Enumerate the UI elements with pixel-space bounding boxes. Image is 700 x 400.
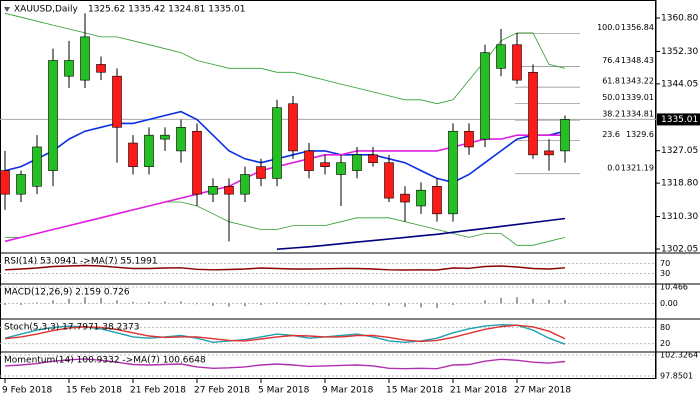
x-tick-label: 21 Feb 2018 (130, 386, 186, 396)
candle-body (0, 170, 10, 195)
ma-line (276, 217, 566, 250)
candle-body (336, 162, 346, 175)
fib-level: 100.0 (597, 23, 620, 32)
candle-body (400, 193, 410, 203)
fib-level: 23.6 (602, 130, 620, 139)
indicator-line (4, 358, 566, 370)
candle-body (320, 162, 330, 167)
ma-line (4, 110, 566, 184)
panel-tick-label: 97.8501 (660, 372, 693, 381)
current-price-box (657, 113, 700, 126)
candle-body (560, 119, 570, 152)
fib-level: 50.0 (602, 93, 620, 102)
y-tick-label: 1318.80 (661, 179, 698, 189)
candle-body (416, 189, 426, 207)
y-tick-label: 1360.80 (661, 14, 698, 24)
fib-value: 1339.01 (621, 93, 654, 102)
fib-value: 1343.22 (621, 77, 654, 86)
ma-line (4, 12, 566, 105)
panel-label: MACD(12,26,9) 2.159 0.726 (4, 288, 130, 298)
fib-level: 38.2 (602, 110, 620, 119)
candle-body (496, 44, 506, 69)
y-tick-label: 1302.05 (661, 245, 698, 255)
candle-body (224, 185, 234, 195)
candle-body (96, 64, 106, 73)
chart-title: XAUUSD,Daily (14, 5, 78, 15)
panel-label: RSI(14) 53.0941 ->MA(7) 55.1991 (4, 257, 158, 267)
fib-value: 1334.81 (621, 110, 654, 119)
candle-body (352, 154, 362, 171)
panel-tick-label: 30 (660, 269, 670, 278)
candle-body (16, 174, 26, 195)
fib-value: 1348.43 (621, 56, 654, 65)
fib-level: 61.8 (602, 77, 620, 86)
candle-body (528, 71, 538, 156)
fib-value: 1329.6 (626, 130, 654, 139)
candle-body (448, 130, 458, 215)
candle-body (304, 150, 314, 171)
candle-body (208, 185, 218, 195)
panel-tick-label: 102.3264 (660, 351, 698, 360)
fib-level: 76.4 (602, 56, 620, 65)
x-tick-label: 15 Feb 2018 (66, 386, 122, 396)
candle-body (160, 134, 170, 140)
candle-body (432, 185, 442, 215)
fib-value: 1356.84 (621, 23, 654, 32)
x-tick-label: 9 Feb 2018 (2, 386, 53, 396)
candle-body (544, 150, 554, 156)
candle-body (112, 75, 122, 128)
panel-tick-label: 10.466 (660, 283, 688, 292)
fib-level: 0.0 (607, 163, 620, 172)
candle-body (80, 36, 90, 81)
candle-body (240, 174, 250, 195)
fib-value: 1321.19 (621, 163, 654, 172)
x-tick-label: 27 Feb 2018 (194, 386, 250, 396)
ma-line (4, 134, 565, 243)
candle-body (144, 134, 154, 167)
y-tick-label: 1344.05 (661, 79, 698, 89)
candle-body (48, 60, 58, 171)
candle-body (512, 44, 522, 81)
candle-body (32, 146, 42, 187)
x-tick-label: 21 Mar 2018 (450, 386, 507, 396)
candle-body (272, 107, 282, 179)
y-tick-label: 1310.30 (661, 212, 698, 222)
indicator-line (4, 264, 566, 271)
panel-tick-label: 0.00 (660, 299, 678, 308)
x-tick-label: 9 Mar 2018 (322, 386, 374, 396)
indicator-line (4, 323, 566, 345)
candle-body (192, 130, 202, 195)
symbol-icon (4, 7, 10, 12)
candle-body (64, 60, 74, 77)
candle-body (480, 52, 490, 140)
candle-body (384, 162, 394, 199)
y-tick-label: 1327.05 (661, 146, 698, 156)
panel-tick-label: 80 (660, 323, 670, 332)
y-tick-label: 1352.30 (661, 47, 698, 57)
panel-label: Stoch(5,3,3) 17.7971 38.2373 (4, 323, 139, 333)
candle-body (464, 130, 474, 148)
candle-body (176, 127, 186, 152)
ma-line (5, 201, 566, 246)
candle-body (368, 154, 378, 164)
x-tick-label: 15 Mar 2018 (386, 386, 443, 396)
candle-body (128, 142, 138, 167)
panel-tick-label: 20 (660, 339, 670, 348)
indicator-line (4, 324, 566, 343)
current-price-label: 1335.01 (661, 115, 698, 125)
candle-body (256, 166, 266, 179)
panel-label: Momentum(14) 100.9332 ->MA(7) 100.6648 (4, 356, 206, 366)
x-tick-label: 5 Mar 2018 (258, 386, 310, 396)
panel-tick-label: 70 (660, 259, 670, 268)
candle-body (288, 103, 298, 152)
ohlc-header: 1325.62 1335.42 1324.81 1335.01 (88, 5, 245, 15)
x-tick-label: 27 Mar 2018 (514, 386, 571, 396)
